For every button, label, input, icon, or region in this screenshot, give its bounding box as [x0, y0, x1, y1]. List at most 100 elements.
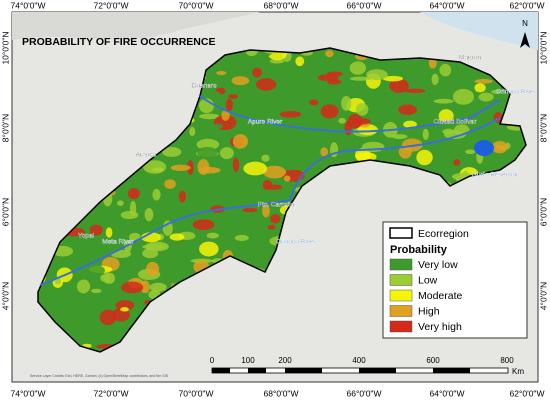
raster-patch [199, 113, 220, 120]
reservoir [474, 140, 494, 156]
raster-patch [121, 281, 144, 294]
scale-label: 100 [241, 356, 255, 365]
scale-label: 800 [500, 356, 514, 365]
raster-patch [189, 126, 196, 137]
raster-patch [366, 69, 388, 81]
longitude-label: 70°0'0"W [179, 0, 214, 10]
place-label: Ciudad Bolívar [434, 119, 477, 126]
longitude-label: 68°0'0"W [264, 388, 299, 398]
raster-patch [452, 88, 474, 105]
raster-patch [326, 71, 344, 77]
legend-label: Ecorregion [418, 228, 469, 240]
place-label: Guri's Reservoir [472, 172, 519, 179]
longitude-label: 72°0'0"W [94, 0, 129, 10]
legend-swatch [389, 289, 413, 302]
raster-patch [355, 152, 377, 162]
raster-patch [262, 204, 270, 218]
raster-patch [90, 288, 102, 294]
raster-patch [261, 154, 270, 162]
raster-patch [143, 160, 167, 174]
raster-patch [263, 165, 286, 179]
legend-label: Low [418, 274, 438, 286]
latitude-label: 10°0'0"N [538, 31, 548, 64]
raster-patch [252, 67, 262, 78]
raster-patch [178, 190, 186, 203]
scale-segment [285, 368, 322, 373]
raster-patch [199, 241, 219, 257]
raster-patch [149, 282, 167, 292]
raster-patch [170, 164, 191, 171]
place-label: Orinoco River [276, 239, 317, 246]
longitude-label: 66°0'0"W [347, 388, 382, 398]
raster-patch [197, 146, 218, 159]
longitude-label: 72°0'0"W [94, 388, 129, 398]
raster-patch [221, 109, 230, 121]
raster-patch [431, 73, 439, 86]
raster-patch [142, 244, 166, 250]
latitude-label: 10°0'0"N [0, 31, 10, 64]
raster-patch [219, 147, 234, 160]
raster-patch [320, 147, 329, 157]
raster-patch [103, 271, 111, 284]
raster-patch [254, 223, 263, 239]
raster-patch [76, 279, 91, 294]
raster-patch [438, 109, 454, 123]
raster-patch [192, 219, 215, 231]
raster-patch [152, 188, 161, 201]
raster-patch [89, 224, 103, 236]
legend-label: High [418, 305, 440, 317]
legend-swatch [389, 320, 413, 333]
scale-segment [359, 368, 396, 373]
raster-patch [225, 98, 233, 112]
raster-patch [267, 224, 276, 230]
raster-patch [120, 307, 129, 312]
place-label: Maturín [459, 55, 481, 62]
raster-patch [349, 76, 372, 81]
raster-patch [214, 123, 223, 129]
place-label: Guanare [191, 83, 217, 90]
latitude-label: 4°0'0"N [538, 282, 548, 310]
raster-patch [206, 90, 222, 100]
longitude-label: 62°0'0"W [510, 388, 545, 398]
land-shade [12, 12, 260, 40]
longitude-label: 74°0'0"W [11, 388, 46, 398]
raster-patch [341, 95, 352, 111]
raster-patch [162, 147, 182, 157]
longitude-label: 64°0'0"W [430, 0, 465, 10]
meta-orinoco-river [39, 117, 501, 286]
place-label: Pto. Carreño [258, 202, 295, 209]
raster-patch [439, 63, 452, 77]
place-label: Meta River [102, 239, 134, 246]
raster-patch [453, 159, 461, 166]
legend-swatch [389, 305, 413, 317]
longitude-label: 70°0'0"W [179, 388, 214, 398]
raster-patch [270, 214, 281, 224]
longitude-label: 74°0'0"W [11, 0, 46, 10]
raster-patch [269, 58, 285, 64]
raster-patch [216, 71, 227, 76]
legend-label: Moderate [418, 290, 463, 302]
raster-patch [422, 128, 429, 140]
raster-patch [433, 98, 454, 104]
raster-patch [320, 104, 339, 119]
raster-patch [491, 89, 501, 94]
scale-segment [212, 368, 230, 373]
credits: Service Layer Credits: Esri, HERE, Garmi… [30, 374, 169, 378]
latitude-label: 6°0'0"N [538, 198, 548, 226]
raster-patch [355, 103, 369, 116]
raster-patch [231, 76, 250, 86]
longitude-label: 68°0'0"W [264, 0, 299, 10]
scale-segment [433, 368, 470, 373]
raster-patch [255, 78, 277, 91]
raster-patch [144, 207, 154, 222]
raster-patch [234, 234, 249, 241]
raster-patch [403, 120, 417, 129]
raster-patch [146, 261, 160, 277]
raster-patch [279, 110, 302, 118]
raster-patch [309, 99, 319, 106]
raster-patch [325, 50, 334, 58]
raster-patch [352, 118, 371, 125]
legend-label: Very high [418, 321, 462, 333]
north-label: N [522, 19, 528, 28]
legend-title: Probability [390, 244, 448, 256]
